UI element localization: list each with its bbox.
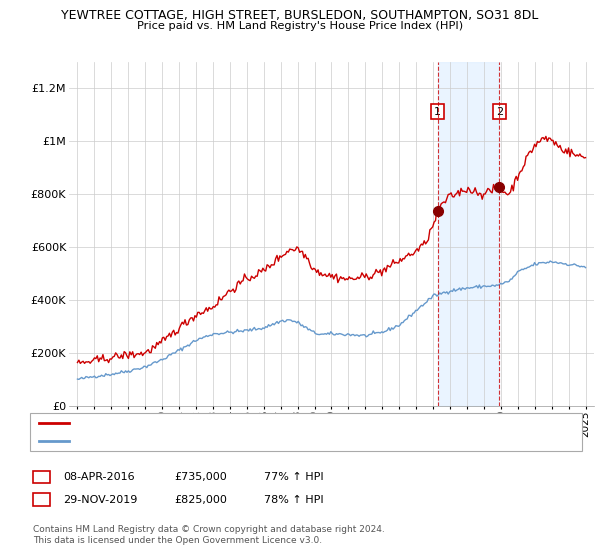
Text: £825,000: £825,000 [174, 494, 227, 505]
Text: 78% ↑ HPI: 78% ↑ HPI [264, 494, 323, 505]
Text: Price paid vs. HM Land Registry's House Price Index (HPI): Price paid vs. HM Land Registry's House … [137, 21, 463, 31]
Text: HPI: Average price, detached house, Eastleigh: HPI: Average price, detached house, East… [75, 436, 301, 446]
Text: 08-APR-2016: 08-APR-2016 [63, 472, 134, 482]
Text: 2: 2 [496, 106, 503, 116]
Text: 1: 1 [434, 106, 441, 116]
Text: YEWTREE COTTAGE, HIGH STREET, BURSLEDON, SOUTHAMPTON, SO31 8DL (detached h: YEWTREE COTTAGE, HIGH STREET, BURSLEDON,… [75, 418, 508, 428]
Text: 1: 1 [38, 472, 45, 482]
Text: Contains HM Land Registry data © Crown copyright and database right 2024.
This d: Contains HM Land Registry data © Crown c… [33, 525, 385, 545]
Text: 2: 2 [38, 494, 45, 505]
Text: 77% ↑ HPI: 77% ↑ HPI [264, 472, 323, 482]
Text: 29-NOV-2019: 29-NOV-2019 [63, 494, 137, 505]
Text: £735,000: £735,000 [174, 472, 227, 482]
Text: YEWTREE COTTAGE, HIGH STREET, BURSLEDON, SOUTHAMPTON, SO31 8DL: YEWTREE COTTAGE, HIGH STREET, BURSLEDON,… [61, 9, 539, 22]
